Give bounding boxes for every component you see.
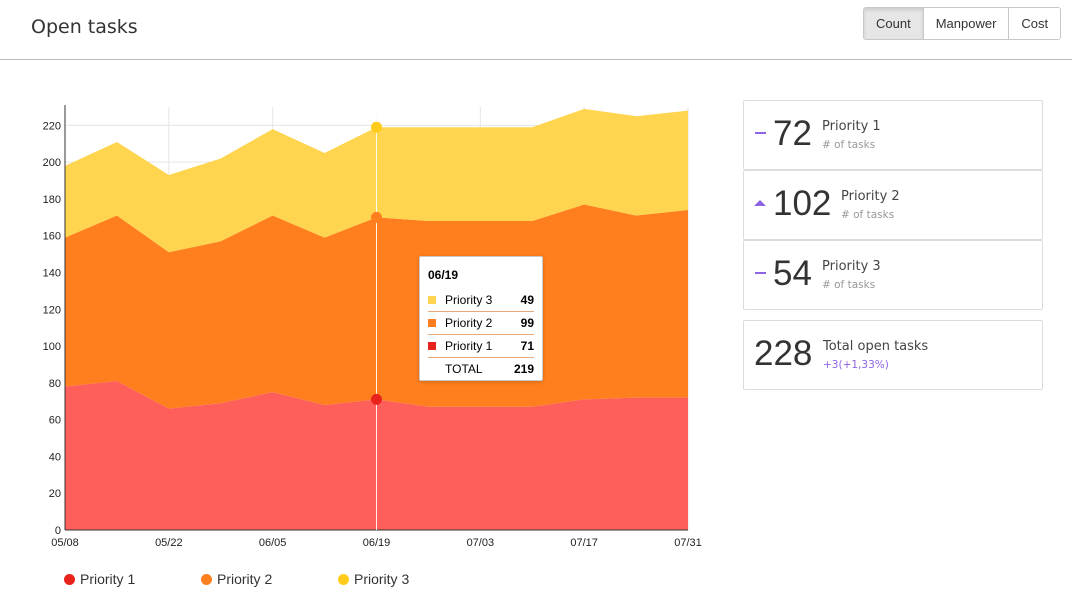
- y-tick-label: 80: [49, 378, 61, 390]
- tooltip-row-value: 71: [520, 339, 534, 353]
- x-tick-label: 07/17: [570, 537, 598, 549]
- tooltip-row: Priority 1 71: [428, 335, 534, 358]
- y-tick-label: 40: [49, 451, 61, 463]
- chart-legend: Priority 1 Priority 2 Priority 3: [64, 571, 475, 587]
- priority-2-swatch: [428, 319, 436, 327]
- x-tick-label: 05/22: [155, 537, 183, 549]
- legend-dot-icon: [201, 573, 212, 585]
- hover-point-series-3: [371, 121, 382, 133]
- manpower-button[interactable]: Manpower: [922, 8, 1009, 39]
- stacked-area-chart: 0 20 40 60 80 100 120 140 160 180 200 220 05/08 05/22…: [43, 105, 702, 549]
- tooltip-row-label: Priority 2: [445, 316, 493, 330]
- y-tick-label: 200: [43, 157, 61, 169]
- tooltip-date: 06/19: [428, 268, 459, 282]
- x-tick-label: 05/08: [51, 537, 79, 549]
- hover-point-series-1: [371, 393, 382, 405]
- legend-label: Priority 1: [80, 571, 136, 587]
- tooltip-row: Priority 2 99: [428, 312, 534, 335]
- legend-item-priority-2[interactable]: Priority 2: [201, 571, 338, 587]
- metric-toggle-group: Count Manpower Cost: [863, 7, 1062, 40]
- page-title: Open tasks: [31, 16, 138, 38]
- y-tick-label: 220: [43, 120, 61, 132]
- tooltip-total-value: 219: [513, 362, 534, 376]
- priority-2-card: 102 Priority 2 # of tasks: [743, 170, 1043, 240]
- total-open-tasks-card: 228 Total open tasks +3(+1,33%): [743, 320, 1043, 390]
- y-tick-label: 20: [49, 488, 61, 500]
- card-sub: +3(+1,33%): [823, 359, 889, 371]
- legend-dot-icon: [338, 573, 349, 585]
- chart-axes: 0 20 40 60 80 100 120 140 160 180 200 220 05/08 05/22…: [43, 105, 702, 549]
- y-tick-label: 120: [43, 304, 61, 316]
- card-label: Priority 1: [822, 119, 881, 134]
- x-tick-label: 06/05: [259, 537, 287, 549]
- y-tick-label: 180: [43, 194, 61, 206]
- tooltip-row-label: Priority 3: [445, 293, 493, 307]
- y-tick-label: 140: [43, 268, 61, 280]
- tooltip-row-label: Priority 1: [445, 339, 493, 353]
- total-spacer: [428, 365, 436, 373]
- x-tick-label: 07/31: [674, 537, 702, 549]
- card-label: Priority 2: [841, 189, 900, 204]
- card-value: 102: [773, 184, 832, 223]
- legend-label: Priority 3: [354, 571, 410, 587]
- y-tick-label: 160: [43, 231, 61, 243]
- hover-point-series-2: [371, 211, 382, 223]
- card-sub: # of tasks: [841, 209, 895, 221]
- y-tick-label: 100: [43, 341, 61, 353]
- tooltip-row-value: 99: [520, 316, 534, 330]
- tooltip-row: Priority 3 49: [428, 289, 534, 312]
- card-value: 72: [773, 114, 812, 153]
- header-bar: Open tasks Count Manpower Cost: [0, 0, 1072, 60]
- y-tick-label: 60: [49, 415, 61, 427]
- legend-dot-icon: [64, 573, 75, 585]
- priority-3-card: 54 Priority 3 # of tasks: [743, 240, 1043, 310]
- priority-1-card: 72 Priority 1 # of tasks: [743, 100, 1043, 170]
- legend-item-priority-3[interactable]: Priority 3: [338, 571, 475, 587]
- card-value: 228: [754, 334, 813, 373]
- legend-label: Priority 2: [217, 571, 273, 587]
- y-tick-label: 0: [55, 525, 61, 537]
- chart-tooltip: 06/19 Priority 3 49 Priority 2 99 Priori…: [419, 256, 543, 381]
- card-label: Priority 3: [822, 259, 881, 274]
- count-button[interactable]: Count: [864, 8, 923, 39]
- tooltip-total-label: TOTAL: [445, 362, 483, 376]
- trend-flat-icon: [754, 267, 766, 279]
- card-value: 54: [773, 254, 812, 293]
- card-sub: # of tasks: [822, 279, 876, 291]
- card-sub: # of tasks: [822, 139, 876, 151]
- cost-button[interactable]: Cost: [1008, 8, 1061, 39]
- tooltip-row-value: 49: [520, 293, 534, 307]
- priority-1-swatch: [428, 342, 436, 350]
- x-tick-label: 07/03: [467, 537, 495, 549]
- legend-item-priority-1[interactable]: Priority 1: [64, 571, 201, 587]
- priority-3-swatch: [428, 296, 436, 304]
- chart-hover-marker: [371, 107, 382, 530]
- tooltip-total-row: TOTAL 219: [428, 358, 534, 380]
- trend-up-icon: [754, 197, 766, 209]
- trend-flat-icon: [754, 127, 766, 139]
- x-tick-label: 06/19: [363, 537, 391, 549]
- card-label: Total open tasks: [823, 339, 929, 354]
